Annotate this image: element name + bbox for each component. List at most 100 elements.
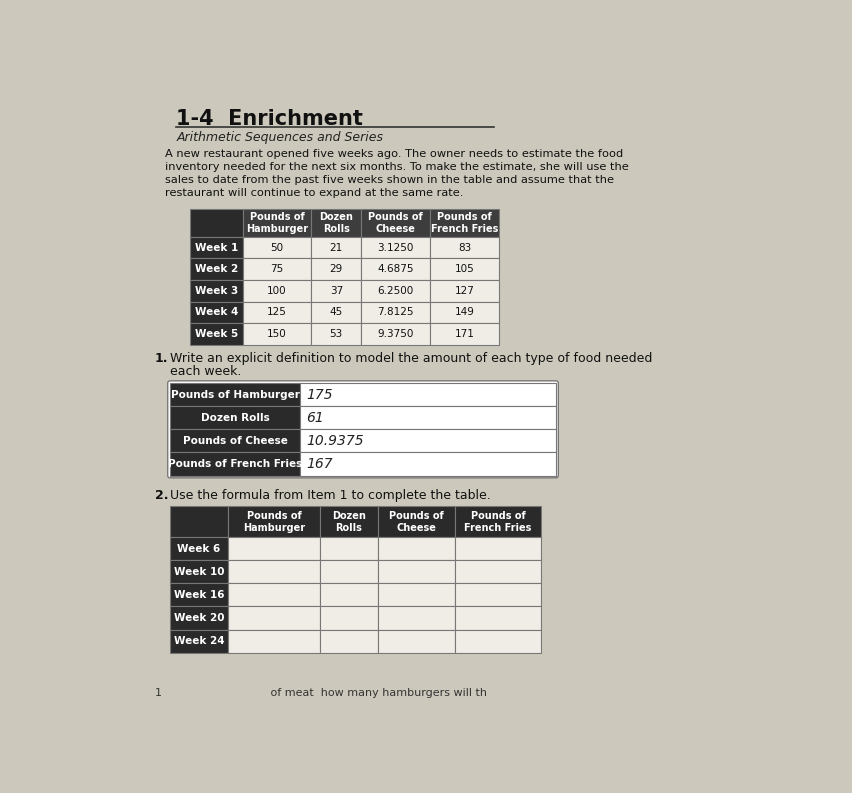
Bar: [455, 537, 540, 560]
Bar: [320, 537, 377, 560]
Text: Week 2: Week 2: [195, 264, 239, 274]
Text: 105: 105: [455, 264, 475, 274]
Bar: [228, 560, 320, 584]
Text: Week 3: Week 3: [195, 285, 239, 296]
Bar: [311, 259, 361, 280]
Bar: [228, 630, 320, 653]
Bar: [170, 607, 228, 630]
Text: 150: 150: [268, 329, 287, 339]
Text: Pounds of
Hamburger: Pounds of Hamburger: [246, 212, 308, 234]
Bar: [429, 209, 499, 237]
Text: 1                               of meat  how many hamburgers will th: 1 of meat how many hamburgers will th: [154, 688, 486, 698]
Text: restaurant will continue to expand at the same rate.: restaurant will continue to expand at th…: [164, 188, 463, 198]
Bar: [170, 560, 228, 584]
Bar: [311, 301, 361, 323]
Bar: [243, 259, 311, 280]
Bar: [228, 584, 320, 607]
Text: 1-4  Enrichment: 1-4 Enrichment: [176, 109, 363, 129]
Bar: [243, 209, 311, 237]
Text: Week 16: Week 16: [174, 590, 224, 600]
Text: 167: 167: [307, 457, 333, 471]
Text: 75: 75: [270, 264, 284, 274]
Bar: [320, 607, 377, 630]
Text: 127: 127: [455, 285, 475, 296]
Text: Week 24: Week 24: [174, 636, 224, 646]
Text: 83: 83: [458, 243, 471, 253]
Bar: [243, 280, 311, 301]
Bar: [361, 209, 429, 237]
Text: Week 10: Week 10: [174, 567, 224, 577]
Text: Dozen
Rolls: Dozen Rolls: [331, 511, 366, 533]
Bar: [377, 507, 455, 537]
Bar: [170, 406, 300, 429]
Text: 6.2500: 6.2500: [377, 285, 414, 296]
Text: 9.3750: 9.3750: [377, 329, 414, 339]
Bar: [320, 560, 377, 584]
Text: A new restaurant opened five weeks ago. The owner needs to estimate the food: A new restaurant opened five weeks ago. …: [164, 149, 623, 159]
Text: sales to date from the past five weeks shown in the table and assume that the: sales to date from the past five weeks s…: [164, 175, 613, 186]
Text: 149: 149: [455, 308, 475, 317]
Text: Week 20: Week 20: [174, 613, 224, 623]
Text: Week 6: Week 6: [177, 544, 221, 554]
Text: 21: 21: [330, 243, 343, 253]
Bar: [377, 560, 455, 584]
Bar: [190, 301, 243, 323]
Text: 4.6875: 4.6875: [377, 264, 414, 274]
Text: 7.8125: 7.8125: [377, 308, 414, 317]
Bar: [243, 237, 311, 259]
Text: 45: 45: [330, 308, 343, 317]
Bar: [311, 280, 361, 301]
Bar: [170, 584, 228, 607]
Bar: [170, 429, 300, 453]
Text: Week 5: Week 5: [195, 329, 239, 339]
Text: Dozen
Rolls: Dozen Rolls: [320, 212, 354, 234]
Text: 37: 37: [330, 285, 343, 296]
Bar: [455, 630, 540, 653]
Bar: [455, 507, 540, 537]
Bar: [300, 406, 556, 429]
Bar: [170, 507, 228, 537]
Bar: [243, 301, 311, 323]
Bar: [377, 630, 455, 653]
Bar: [320, 630, 377, 653]
Bar: [361, 301, 429, 323]
Text: Pounds of
Cheese: Pounds of Cheese: [389, 511, 444, 533]
Bar: [243, 323, 311, 345]
Bar: [170, 383, 300, 406]
Bar: [377, 537, 455, 560]
Bar: [320, 584, 377, 607]
Bar: [429, 237, 499, 259]
Text: Pounds of French Fries: Pounds of French Fries: [168, 459, 302, 469]
Bar: [190, 323, 243, 345]
Text: 1.: 1.: [154, 352, 168, 366]
Text: 2.: 2.: [154, 489, 168, 503]
FancyBboxPatch shape: [168, 381, 558, 478]
Bar: [300, 383, 556, 406]
Text: 50: 50: [270, 243, 284, 253]
Text: Pounds of Cheese: Pounds of Cheese: [182, 436, 288, 446]
Bar: [361, 280, 429, 301]
Text: Pounds of
Cheese: Pounds of Cheese: [368, 212, 423, 234]
Text: Use the formula from Item 1 to complete the table.: Use the formula from Item 1 to complete …: [170, 489, 491, 503]
Text: 100: 100: [268, 285, 287, 296]
Bar: [170, 453, 300, 476]
Bar: [190, 237, 243, 259]
Bar: [228, 537, 320, 560]
Bar: [429, 280, 499, 301]
Text: Write an explicit definition to model the amount of each type of food needed: Write an explicit definition to model th…: [170, 352, 653, 366]
Text: Week 1: Week 1: [195, 243, 239, 253]
Text: each week.: each week.: [170, 366, 241, 378]
Text: Pounds of
French Fries: Pounds of French Fries: [464, 511, 532, 533]
Text: Arithmetic Sequences and Series: Arithmetic Sequences and Series: [176, 131, 383, 144]
Bar: [311, 323, 361, 345]
Bar: [377, 607, 455, 630]
Text: 53: 53: [330, 329, 343, 339]
Bar: [228, 607, 320, 630]
Bar: [300, 453, 556, 476]
Text: 3.1250: 3.1250: [377, 243, 414, 253]
Bar: [429, 301, 499, 323]
Text: 175: 175: [307, 388, 333, 402]
Bar: [455, 560, 540, 584]
Text: Pounds of
Hamburger: Pounds of Hamburger: [243, 511, 305, 533]
Text: 29: 29: [330, 264, 343, 274]
